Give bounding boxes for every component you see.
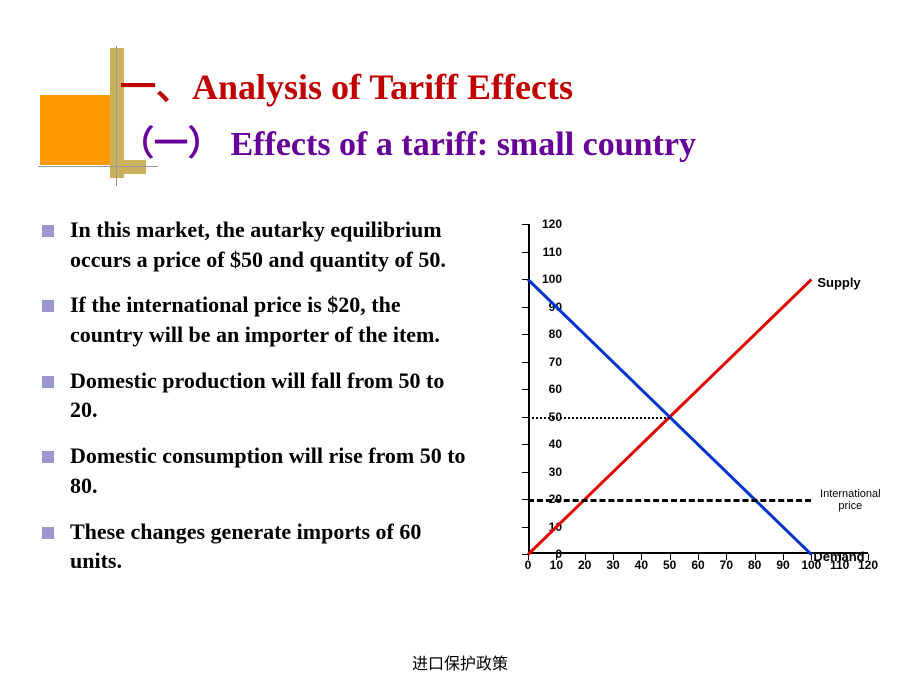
y-tick-label: 40 [532,437,562,451]
intl-price-label: Internationalprice [815,488,885,512]
equilibrium-line [528,417,670,419]
y-tick-label: 30 [532,465,562,479]
title-sub: （一） Effects of a tariff: small country [120,116,880,165]
title-main: 一、Analysis of Tariff Effects [120,58,880,110]
list-item: In this market, the autarky equilibrium … [42,215,472,274]
y-axis [528,224,530,554]
supply-label: Supply [817,275,860,290]
bullet-text: Domestic consumption will rise from 50 t… [70,441,472,500]
international-price-line [528,499,811,502]
bullet-marker-icon [42,225,54,237]
x-tick-label: 0 [516,558,540,572]
bullet-text: In this market, the autarky equilibrium … [70,215,472,274]
bullet-marker-icon [42,376,54,388]
x-tick-label: 60 [686,558,710,572]
bullet-marker-icon [42,300,54,312]
x-tick-label: 80 [743,558,767,572]
y-tick-label: 70 [532,355,562,369]
list-item: Domestic production will fall from 50 to… [42,366,472,425]
bullet-marker-icon [42,527,54,539]
decoration-square-orange [40,95,110,165]
x-tick-label: 50 [658,558,682,572]
x-tick-label: 90 [771,558,795,572]
supply-demand-chart: 0102030405060708090100110120010203040506… [486,214,888,584]
footer-text: 进口保护政策 [0,650,920,674]
demand-label: Demand [813,549,864,564]
bullet-list: In this market, the autarky equilibrium … [42,215,472,592]
x-tick-label: 10 [544,558,568,572]
decoration-vline [116,46,117,186]
bullet-text: These changes generate imports of 60 uni… [70,517,472,576]
y-tick-label: 80 [532,327,562,341]
bullet-marker-icon [42,451,54,463]
y-tick-label: 60 [532,382,562,396]
title-block: 一、Analysis of Tariff Effects （一） Effects… [120,58,880,165]
x-tick-label: 30 [601,558,625,572]
y-tick-label: 110 [532,245,562,259]
decoration-hline [38,166,158,167]
list-item: Domestic consumption will rise from 50 t… [42,441,472,500]
list-item: If the international price is $20, the c… [42,290,472,349]
bullet-text: Domestic production will fall from 50 to… [70,366,472,425]
x-tick-label: 20 [573,558,597,572]
bullet-text: If the international price is $20, the c… [70,290,472,349]
x-tick-label: 70 [714,558,738,572]
list-item: These changes generate imports of 60 uni… [42,517,472,576]
y-tick-label: 120 [532,217,562,231]
y-tick-label: 100 [532,272,562,286]
x-tick-label: 40 [629,558,653,572]
